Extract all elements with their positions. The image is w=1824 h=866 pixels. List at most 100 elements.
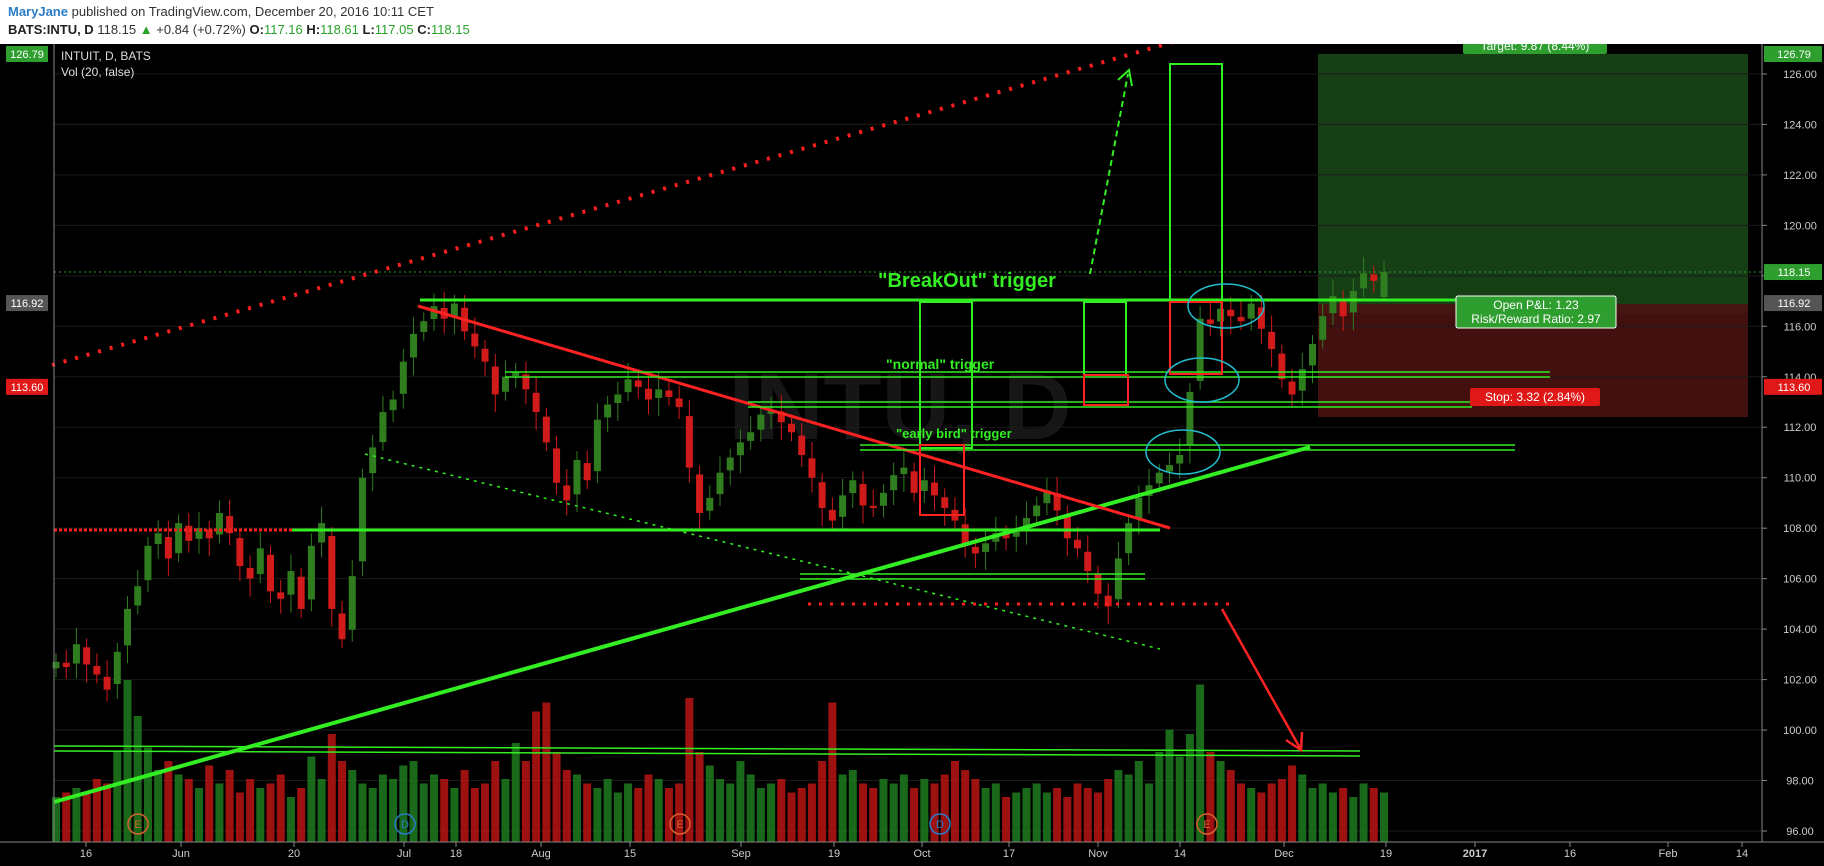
candle-body: [1063, 514, 1071, 539]
candle-body: [1360, 273, 1368, 289]
candle-body: [1380, 272, 1388, 298]
candle-body: [982, 543, 990, 552]
candle-body: [1257, 307, 1265, 329]
volume-bar: [552, 752, 561, 842]
volume-bar: [899, 774, 908, 842]
candle-body: [900, 467, 908, 475]
candle-body: [450, 303, 458, 317]
price-change: +0.84 (+0.72%): [156, 22, 246, 37]
dividend-marker[interactable]: [394, 813, 416, 835]
volume-bar: [624, 783, 633, 842]
volume-bar: [1328, 792, 1337, 842]
low-key: L:: [362, 22, 375, 37]
price-badge: [1764, 378, 1822, 395]
target-badge: Target: 9.87 (8.44%): [1481, 44, 1590, 53]
volume-bar: [266, 783, 275, 842]
candle-body: [593, 419, 601, 472]
level-99a: [53, 745, 1361, 752]
price-chart[interactable]: INTU, D: [0, 44, 1824, 866]
pnl-box: [1455, 295, 1617, 329]
candle-body: [726, 457, 734, 471]
volume-bar: [920, 779, 929, 842]
volume-bar: [154, 770, 163, 842]
volume-bar: [1124, 774, 1133, 842]
candle-body: [1329, 296, 1337, 314]
volume-bar: [246, 779, 255, 842]
volume-bar: [1277, 779, 1286, 842]
volume-bar: [338, 761, 347, 842]
y-tick-label: 102.00: [1783, 675, 1817, 687]
candle-body: [1237, 316, 1245, 322]
volume-bar: [613, 792, 622, 842]
earnings-marker[interactable]: [669, 813, 691, 835]
volume-bar: [940, 774, 949, 842]
publish-line: MaryJane published on TradingView.com, D…: [8, 4, 434, 19]
volume-bar: [378, 774, 387, 842]
y-tick-label: 104.00: [1783, 624, 1817, 636]
candle-body: [1012, 528, 1020, 537]
resistance-trendline: [417, 304, 1171, 530]
volume-bar: [1298, 774, 1307, 842]
volume-bar: [644, 774, 653, 842]
pnl-text: Open P&L: 1.23: [1493, 298, 1579, 312]
volume-bar: [930, 783, 939, 842]
breakout-box: [1169, 63, 1223, 301]
volume-bar: [532, 711, 541, 842]
volume-bar: [409, 761, 418, 842]
candle-body: [1094, 574, 1102, 594]
volume-bar: [1155, 752, 1164, 842]
candle-body: [389, 399, 397, 411]
volume-bar: [470, 788, 479, 842]
volume-bar: [205, 765, 214, 842]
candle-body: [614, 394, 622, 404]
candle-body: [644, 388, 652, 400]
candle-body: [931, 482, 939, 496]
x-tick-label: Sep: [731, 848, 751, 860]
volume-bar: [1380, 792, 1388, 842]
candle-body: [1339, 299, 1347, 317]
volume-bar: [1236, 783, 1245, 842]
volume-bar: [1032, 783, 1041, 842]
price-badge-label: 118.15: [1778, 267, 1811, 279]
volume-bar: [1134, 761, 1143, 842]
earnings-marker[interactable]: [127, 813, 149, 835]
candle-body: [808, 458, 816, 478]
volume-bar: [991, 783, 1000, 842]
trend-up-icon: ▲: [139, 22, 153, 37]
volume-bar: [705, 765, 714, 842]
volume-bar: [1053, 788, 1062, 842]
candle-body: [471, 333, 479, 347]
candle-body: [236, 538, 244, 567]
x-tick-label: 2017: [1463, 848, 1487, 860]
candle-body: [134, 586, 142, 606]
volume-bar: [685, 698, 694, 842]
candle-body: [818, 482, 826, 508]
candle-body: [696, 474, 704, 514]
volume-bar: [1308, 788, 1317, 842]
event-letter: D: [401, 819, 409, 831]
candle-body: [52, 661, 60, 669]
candle-body: [93, 665, 101, 675]
candle-body: [501, 376, 509, 392]
volume-bar: [164, 761, 173, 842]
dividend-marker[interactable]: [929, 813, 951, 835]
price-badge-label: 126.79: [1777, 49, 1811, 61]
candle-body: [736, 442, 744, 456]
candle-body: [144, 545, 152, 581]
candle-body: [1084, 551, 1092, 572]
candle-body: [103, 676, 111, 690]
breakout-box-red: [1169, 301, 1223, 375]
lower-dotted-trend: [364, 453, 1161, 650]
high-value: 118.61: [320, 22, 359, 37]
early-circle: [1145, 429, 1221, 475]
price-badge-label: 113.60: [11, 382, 44, 394]
author-link[interactable]: MaryJane: [8, 4, 68, 19]
candle-body: [124, 608, 132, 646]
candle-body: [195, 528, 203, 539]
volume-bar: [1185, 734, 1194, 842]
candle-body: [1155, 472, 1163, 484]
volume-bar: [1369, 788, 1378, 842]
x-tick-label: 19: [828, 848, 840, 860]
earnings-marker[interactable]: [1196, 813, 1218, 835]
x-tick-label: Feb: [1659, 848, 1678, 860]
